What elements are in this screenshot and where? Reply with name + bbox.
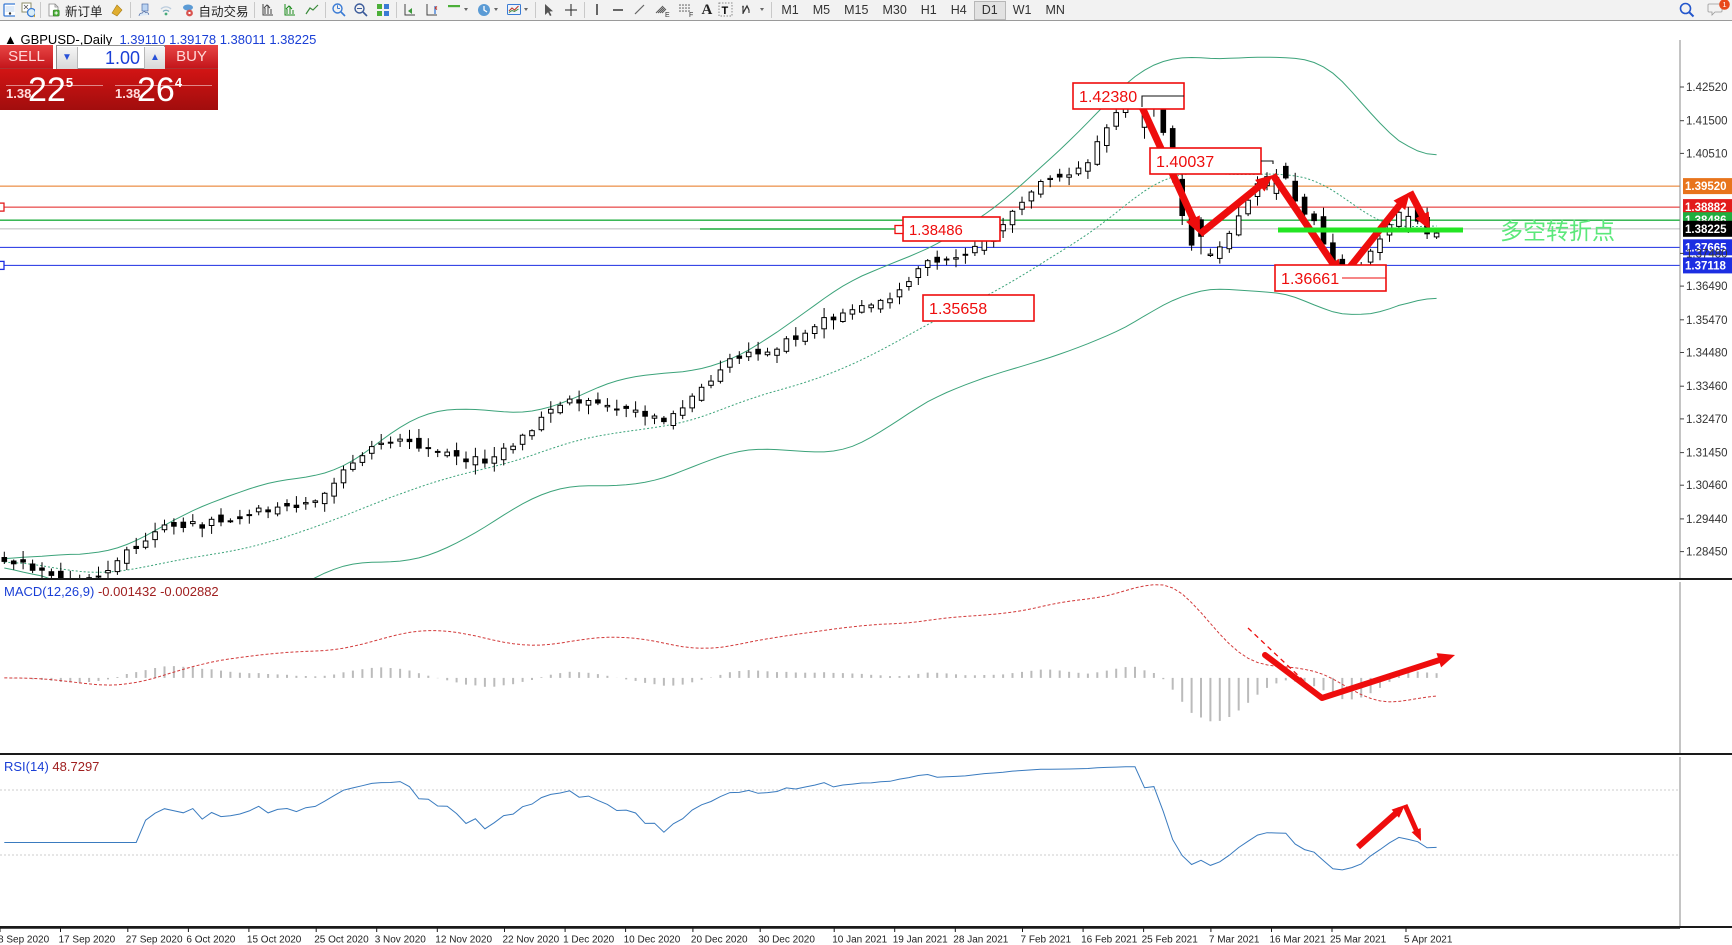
- svg-text:25 Oct 2020: 25 Oct 2020: [314, 935, 369, 945]
- svg-text:27 Sep 2020: 27 Sep 2020: [126, 935, 183, 945]
- svg-text:1.39520: 1.39520: [1685, 181, 1727, 193]
- svg-text:19 Jan 2021: 19 Jan 2021: [893, 935, 948, 945]
- svg-text:1 Dec 2020: 1 Dec 2020: [563, 935, 615, 945]
- svg-text:12 Nov 2020: 12 Nov 2020: [435, 935, 492, 945]
- svg-text:25 Feb 2021: 25 Feb 2021: [1142, 935, 1199, 945]
- svg-text:5 Apr 2021: 5 Apr 2021: [1404, 935, 1453, 945]
- svg-text:22 Nov 2020: 22 Nov 2020: [503, 935, 560, 945]
- svg-text:1.42520: 1.42520: [1686, 82, 1728, 94]
- svg-text:16 Mar 2021: 16 Mar 2021: [1270, 935, 1327, 945]
- svg-text:1.36661: 1.36661: [1281, 270, 1339, 288]
- svg-text:1.36490: 1.36490: [1686, 281, 1728, 293]
- svg-text:8 Sep 2020: 8 Sep 2020: [0, 935, 50, 945]
- svg-text:1.40037: 1.40037: [1156, 153, 1214, 171]
- svg-text:1.42380: 1.42380: [1079, 88, 1137, 106]
- svg-text:30 Dec 2020: 30 Dec 2020: [758, 935, 815, 945]
- svg-text:1.35658: 1.35658: [929, 300, 987, 318]
- svg-text:25 Mar 2021: 25 Mar 2021: [1330, 935, 1387, 945]
- svg-text:1.31450: 1.31450: [1686, 448, 1728, 460]
- svg-text:15 Oct 2020: 15 Oct 2020: [247, 935, 302, 945]
- svg-text:T: T: [722, 5, 729, 17]
- svg-text:1: 1: [1722, 0, 1726, 9]
- svg-text:1.41500: 1.41500: [1686, 116, 1728, 128]
- svg-text:1.34480: 1.34480: [1686, 348, 1728, 360]
- svg-text:1.40510: 1.40510: [1686, 148, 1728, 160]
- svg-text:10 Dec 2020: 10 Dec 2020: [624, 935, 681, 945]
- svg-text:28 Jan 2021: 28 Jan 2021: [953, 935, 1008, 945]
- svg-text:20 Dec 2020: 20 Dec 2020: [691, 935, 748, 945]
- svg-text:1.37118: 1.37118: [1685, 260, 1727, 272]
- svg-text:7 Feb 2021: 7 Feb 2021: [1021, 935, 1072, 945]
- svg-text:1.38225: 1.38225: [1685, 224, 1727, 236]
- svg-text:1.33460: 1.33460: [1686, 381, 1728, 393]
- svg-text:17 Sep 2020: 17 Sep 2020: [59, 935, 116, 945]
- svg-text:多空转折点: 多空转折点: [1500, 218, 1615, 244]
- svg-text:1.32470: 1.32470: [1686, 414, 1728, 426]
- svg-text:1.28450: 1.28450: [1686, 547, 1728, 559]
- svg-text:10 Jan 2021: 10 Jan 2021: [832, 935, 887, 945]
- svg-text:1.38486: 1.38486: [909, 223, 963, 239]
- svg-text:16 Feb 2021: 16 Feb 2021: [1081, 935, 1138, 945]
- svg-text:E: E: [665, 12, 670, 18]
- svg-text:F: F: [689, 12, 693, 17]
- svg-text:3 Nov 2020: 3 Nov 2020: [375, 935, 427, 945]
- svg-text:1.35470: 1.35470: [1686, 315, 1728, 327]
- svg-text:1.29440: 1.29440: [1686, 514, 1728, 526]
- svg-text:6 Oct 2020: 6 Oct 2020: [186, 935, 235, 945]
- svg-text:1.30460: 1.30460: [1686, 480, 1728, 492]
- svg-text:7 Mar 2021: 7 Mar 2021: [1209, 935, 1260, 945]
